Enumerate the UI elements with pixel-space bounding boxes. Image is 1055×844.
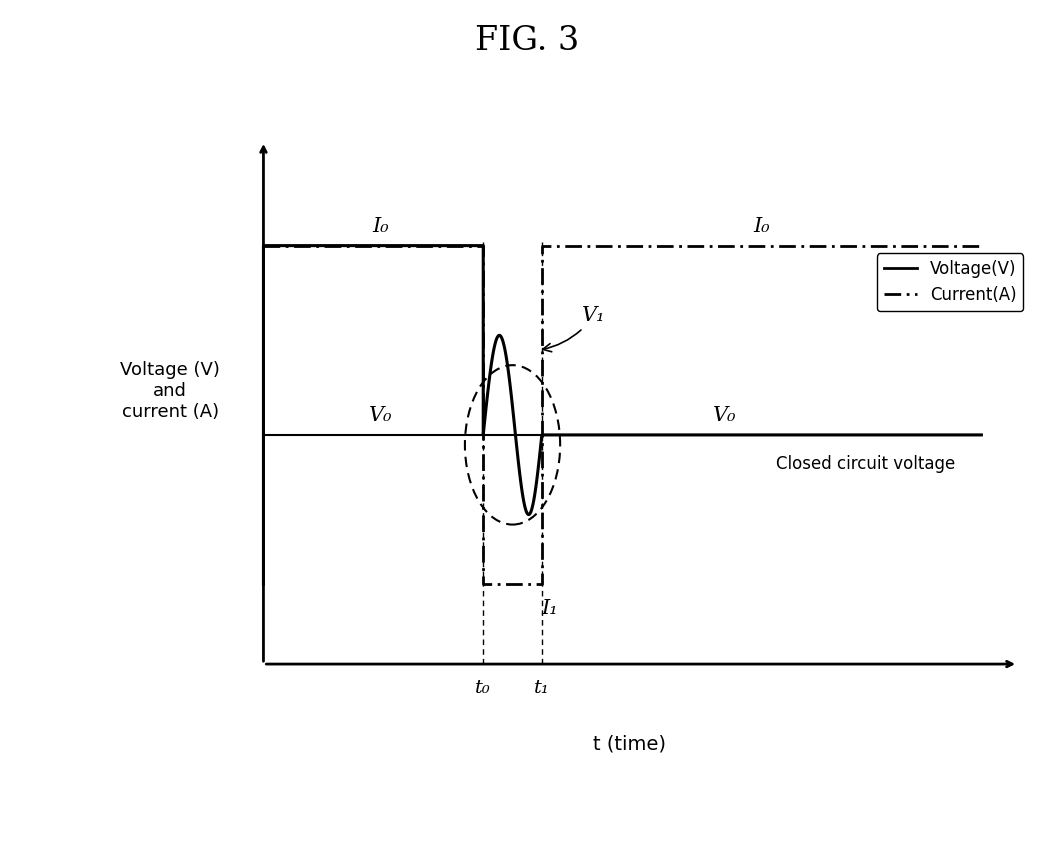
Legend: Voltage(V), Current(A): Voltage(V), Current(A) bbox=[877, 253, 1023, 311]
Text: V₁: V₁ bbox=[542, 306, 606, 352]
Text: V₀: V₀ bbox=[369, 406, 392, 425]
Text: FIG. 3: FIG. 3 bbox=[476, 25, 579, 57]
Text: V₀: V₀ bbox=[713, 406, 736, 425]
Text: t₁: t₁ bbox=[534, 679, 550, 697]
Text: Closed circuit voltage: Closed circuit voltage bbox=[776, 455, 956, 473]
Text: I₀: I₀ bbox=[753, 217, 770, 235]
Text: I₀: I₀ bbox=[372, 217, 389, 235]
Text: t₀: t₀ bbox=[476, 679, 492, 697]
Text: I₁: I₁ bbox=[541, 599, 557, 619]
Text: Voltage (V)
and
current (A): Voltage (V) and current (A) bbox=[120, 361, 220, 421]
Text: t (time): t (time) bbox=[593, 734, 667, 754]
